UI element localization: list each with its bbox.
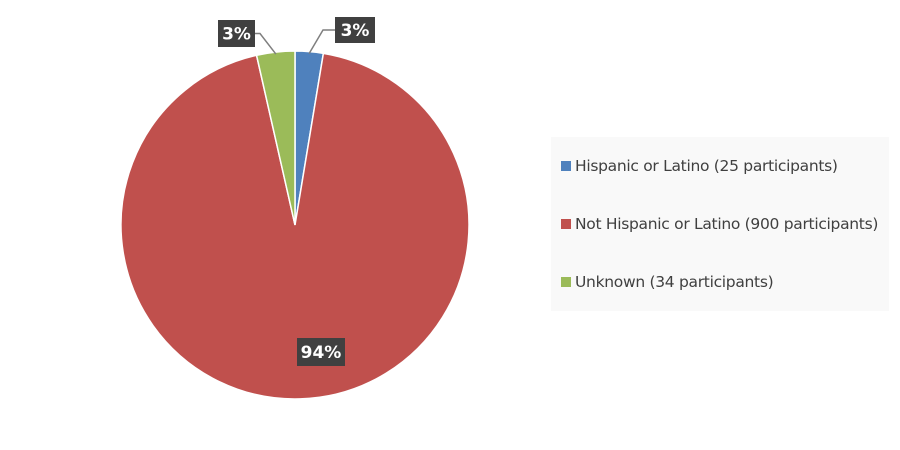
- legend-item-hispanic: Hispanic or Latino (25 participants): [561, 157, 838, 175]
- legend-swatch: [561, 161, 571, 171]
- legend-label: Not Hispanic or Latino (900 participants…: [575, 215, 879, 233]
- data-label-box: [335, 17, 375, 43]
- leader-line: [255, 32, 277, 55]
- legend-swatch: [561, 219, 571, 229]
- legend-item-not-hispanic: Not Hispanic or Latino (900 participants…: [561, 215, 878, 233]
- data-label-box: [297, 338, 345, 366]
- pie-slice: [120, 52, 470, 400]
- legend-label: Hispanic or Latino (25 participants): [575, 157, 838, 175]
- pie-slice: [255, 50, 296, 226]
- legend: Hispanic or Latino (25 participants) Not…: [551, 137, 889, 311]
- data-label: 3%: [341, 21, 370, 41]
- legend-swatch: [561, 277, 571, 287]
- data-label: 94%: [301, 343, 342, 363]
- data-label: 3%: [222, 25, 251, 45]
- leader-line: [308, 29, 335, 54]
- data-label-box: [218, 20, 255, 47]
- legend-label: Unknown (34 participants): [575, 273, 774, 291]
- legend-item-unknown: Unknown (34 participants): [561, 273, 774, 291]
